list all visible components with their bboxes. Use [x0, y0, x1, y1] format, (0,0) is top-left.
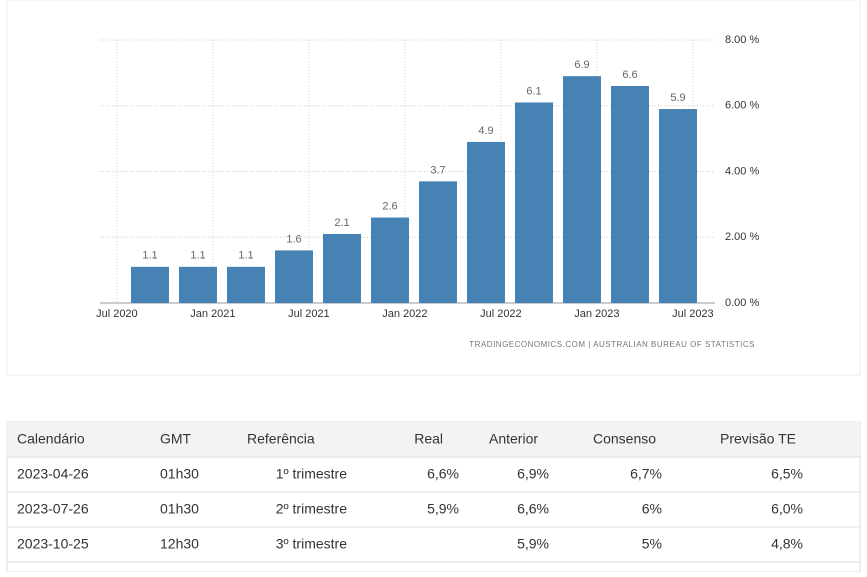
value-label: 6.1 — [526, 85, 541, 97]
value-label: 1.1 — [190, 250, 205, 262]
bar — [227, 266, 265, 303]
value-label: 5.9 — [670, 92, 685, 104]
bar — [323, 233, 361, 303]
y-tick-label: 2.00 % — [725, 231, 759, 243]
bar — [371, 217, 409, 303]
x-tick-label: Jul 2020 — [96, 308, 138, 320]
table-header-bg — [7, 422, 860, 457]
value-label: 2.6 — [382, 200, 397, 212]
table-cell: 2023-04-26 — [17, 466, 89, 482]
table-cell: 5,9% — [427, 501, 459, 517]
table-header: Anterior — [489, 431, 538, 447]
value-label: 4.9 — [478, 125, 493, 137]
y-tick-label: 0.00 % — [725, 297, 759, 309]
bar — [515, 102, 553, 304]
table-cell: 6,0% — [771, 501, 803, 517]
table-header: Referência — [247, 431, 315, 447]
y-tick-label: 8.00 % — [725, 34, 759, 46]
bar — [563, 76, 601, 303]
table-header: Previsão TE — [720, 431, 796, 447]
table-cell: 6,9% — [517, 466, 549, 482]
value-label: 6.9 — [574, 59, 589, 71]
table-cell: 01h30 — [160, 501, 199, 517]
bar — [179, 266, 217, 303]
table-cell: 2023-10-25 — [17, 536, 89, 552]
value-label: 1.6 — [286, 233, 301, 245]
table-cell: 5% — [642, 536, 662, 552]
table-cell: 5,9% — [517, 536, 549, 552]
table-cell: 3º trimestre — [276, 536, 347, 552]
table-cell: 1º trimestre — [276, 466, 347, 482]
bar — [659, 109, 697, 303]
value-label: 1.1 — [142, 250, 157, 262]
bar — [131, 266, 169, 303]
table-header: Consenso — [593, 431, 656, 447]
table-header: Calendário — [17, 431, 85, 447]
table-cell: 6% — [642, 501, 662, 517]
source: TRADINGECONOMICS.COM | AUSTRALIAN BUREAU… — [469, 340, 755, 349]
table-cell: 4,8% — [771, 536, 803, 552]
bar — [275, 250, 313, 303]
table-cell: 2023-07-26 — [17, 501, 89, 517]
value-label: 3.7 — [430, 164, 445, 176]
bar — [419, 181, 457, 303]
table-cell: 6,5% — [771, 466, 803, 482]
bar — [611, 86, 649, 304]
x-tick-label: Jul 2023 — [672, 308, 714, 320]
x-tick-label: Jul 2022 — [480, 308, 522, 320]
x-tick-label: Jan 2021 — [190, 308, 235, 320]
table-header: GMT — [160, 431, 192, 447]
y-tick-label: 4.00 % — [725, 165, 759, 177]
table-cell: 2º trimestre — [276, 501, 347, 517]
y-tick-label: 6.00 % — [725, 100, 759, 112]
x-tick-label: Jan 2023 — [574, 308, 619, 320]
bar — [467, 141, 505, 303]
table-cell: 01h30 — [160, 466, 199, 482]
value-label: 1.1 — [238, 250, 253, 262]
value-label: 2.1 — [334, 217, 349, 229]
table-cell: 6,6% — [427, 466, 459, 482]
table-cell: 12h30 — [160, 536, 199, 552]
x-tick-label: Jul 2021 — [288, 308, 330, 320]
table-header: Real — [414, 431, 443, 447]
value-label: 6.6 — [622, 69, 637, 81]
table-cell: 6,6% — [517, 501, 549, 517]
table-cell: 6,7% — [630, 466, 662, 482]
x-tick-label: Jan 2022 — [382, 308, 427, 320]
